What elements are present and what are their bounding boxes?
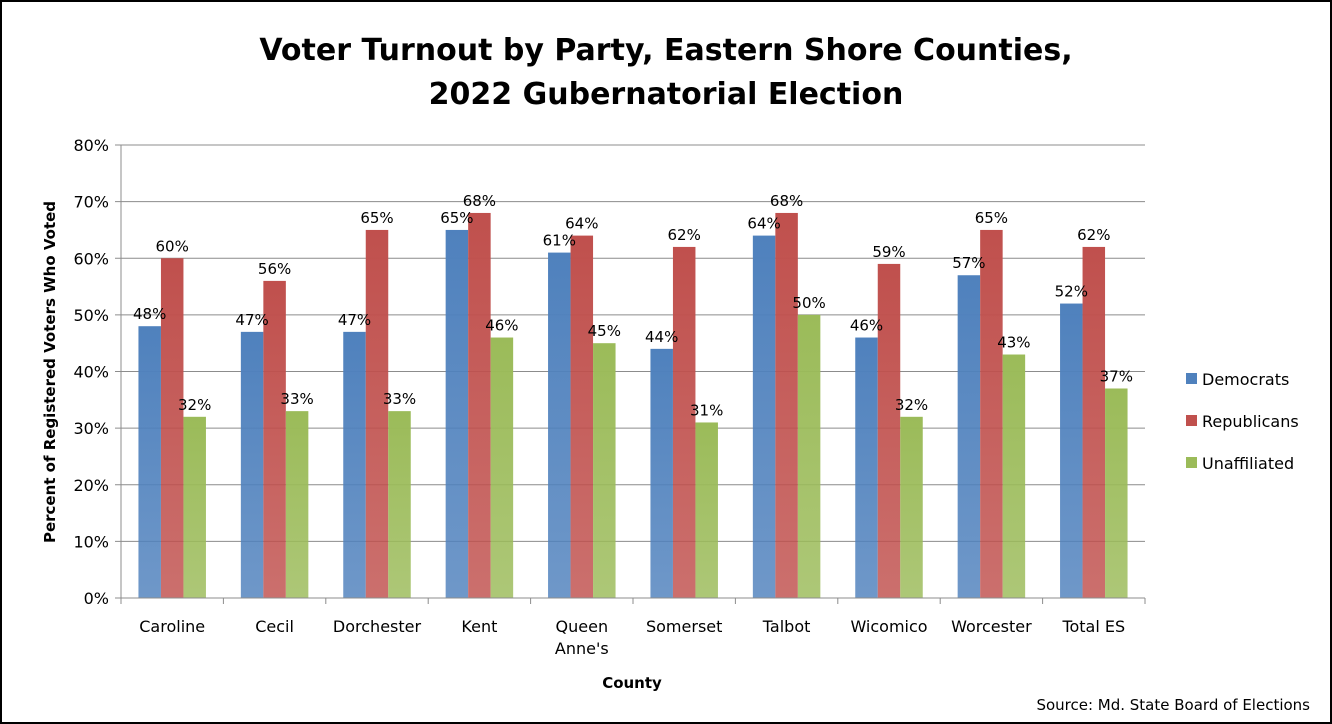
bar-republicans-1 (263, 280, 286, 598)
data-label: 52% (1055, 283, 1088, 301)
y-tick-label: 80% (73, 136, 109, 155)
bar-democrats-9 (1060, 303, 1083, 598)
x-category-label: Caroline (139, 617, 205, 636)
bar-republicans-6 (775, 212, 798, 598)
data-label: 31% (690, 401, 723, 419)
bar-unaffiliated-1 (285, 411, 309, 598)
data-label: 32% (895, 396, 928, 414)
legend-swatch-unaffiliated (1186, 457, 1197, 468)
axes: 0% 10% 20% 30% 40% 50% 60% 70% 80% Caroline Cecil D… (73, 136, 1146, 658)
bar-republicans-8 (980, 229, 1003, 598)
bar-unaffiliated-3 (490, 337, 514, 598)
data-label: 62% (1077, 226, 1110, 244)
legend-swatch-democrats (1186, 373, 1197, 384)
data-label: 48% (133, 305, 166, 323)
y-tick-label: 70% (73, 193, 109, 212)
x-category-label: Kent (461, 617, 497, 636)
data-label: 46% (485, 317, 518, 335)
data-label: 64% (747, 215, 780, 233)
data-label: 45% (588, 322, 621, 340)
data-label: 44% (645, 328, 678, 346)
bar-unaffiliated-8 (1002, 354, 1026, 598)
legend: Democrats Republicans Unaffiliated (1186, 370, 1299, 473)
bar-unaffiliated-7 (900, 416, 923, 598)
y-tick-label: 0% (84, 589, 109, 608)
data-label: 32% (178, 396, 211, 414)
bar-republicans-2 (365, 229, 389, 598)
bar-democrats-0 (138, 326, 161, 598)
data-labels: 48%60%32%47%56%33%47%65%33%65%68%46%61%6… (133, 192, 1133, 420)
y-axis-title: Percent of Registered Voters Who Voted (41, 201, 59, 543)
bar-unaffiliated-2 (388, 411, 411, 598)
y-tick-label: 50% (73, 306, 109, 325)
data-label: 46% (850, 317, 883, 335)
bar-democrats-7 (855, 337, 878, 598)
bar-republicans-4 (570, 235, 594, 598)
bar-unaffiliated-5 (695, 422, 718, 598)
data-label: 59% (872, 243, 905, 261)
chart-title-line-2: 2022 Gubernatorial Election (429, 77, 904, 112)
bar-unaffiliated-6 (797, 314, 821, 598)
data-label: 60% (156, 237, 189, 255)
data-label: 65% (975, 209, 1008, 227)
legend-label-unaffiliated: Unaffiliated (1202, 454, 1294, 473)
x-category-label: Worcester (951, 617, 1032, 636)
data-label: 47% (235, 311, 268, 329)
bar-republicans-0 (160, 258, 184, 598)
y-tick-label: 20% (73, 476, 109, 495)
bar-democrats-8 (957, 275, 981, 598)
x-category-label: Somerset (646, 617, 722, 636)
data-label: 57% (952, 254, 985, 272)
data-label: 61% (543, 232, 576, 250)
x-axis-title: County (602, 674, 662, 692)
bar-democrats-2 (343, 331, 366, 598)
y-tick-label: 30% (73, 419, 109, 438)
data-label: 68% (463, 192, 496, 210)
bar-democrats-3 (445, 229, 469, 598)
bar-democrats-6 (752, 235, 776, 598)
legend-swatch-republicans (1186, 415, 1197, 426)
bar-unaffiliated-0 (183, 416, 206, 598)
data-label: 47% (338, 311, 371, 329)
data-label: 62% (668, 226, 701, 244)
data-label: 65% (360, 209, 393, 227)
data-label: 65% (440, 209, 473, 227)
bar-unaffiliated-9 (1105, 388, 1128, 598)
bar-republicans-5 (672, 246, 696, 599)
y-tick-label: 40% (73, 363, 109, 382)
y-tick-label: 10% (73, 532, 109, 551)
bar-republicans-3 (468, 212, 491, 598)
data-label: 56% (258, 260, 291, 278)
bars (138, 212, 1128, 599)
x-category-label: Anne's (555, 639, 609, 658)
data-label: 68% (770, 192, 803, 210)
x-category-label: Cecil (255, 617, 294, 636)
y-tick-label: 60% (73, 249, 109, 268)
x-category-label: Dorchester (333, 617, 422, 636)
data-label: 33% (280, 390, 313, 408)
data-label: 43% (997, 334, 1030, 352)
data-label: 64% (565, 215, 598, 233)
data-label: 33% (383, 390, 416, 408)
data-label: 50% (792, 294, 825, 312)
x-category-label: Wicomico (850, 617, 927, 636)
bar-republicans-7 (877, 263, 901, 598)
legend-label-republicans: Republicans (1202, 412, 1299, 431)
x-category-label: Total ES (1061, 617, 1125, 636)
data-label: 37% (1100, 367, 1133, 385)
x-category-label: Queen (556, 617, 609, 636)
chart-title-line-1: Voter Turnout by Party, Eastern Shore Co… (259, 33, 1072, 68)
bar-unaffiliated-4 (593, 343, 616, 598)
bar-republicans-9 (1082, 246, 1106, 599)
bar-democrats-5 (650, 348, 673, 598)
legend-label-democrats: Democrats (1202, 370, 1289, 389)
x-category-label: Talbot (762, 617, 811, 636)
bar-democrats-1 (240, 331, 264, 598)
bar-democrats-4 (548, 252, 571, 598)
source-note: Source: Md. State Board of Elections (1036, 696, 1310, 714)
